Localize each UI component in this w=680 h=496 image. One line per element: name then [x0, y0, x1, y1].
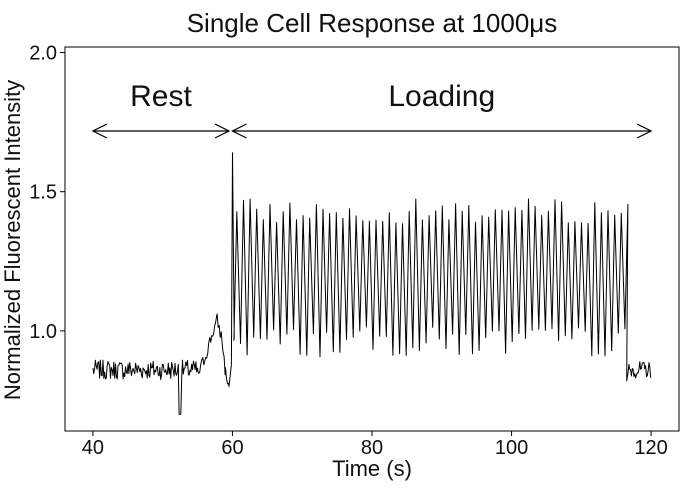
x-axis-label: Time (s) — [332, 456, 412, 481]
rest-arrow-right-head — [214, 123, 231, 139]
y-axis: 1.0 1.5 2.0 — [29, 43, 65, 343]
x-tick-label: 100 — [495, 437, 528, 459]
y-tick-label: 1.5 — [29, 182, 57, 204]
loading-arrow-left-head — [231, 123, 247, 139]
y-axis-label: Normalized Fluorescent Intensity — [0, 80, 25, 400]
rest-label: Rest — [130, 80, 192, 113]
x-tick-label: 80 — [361, 437, 383, 459]
x-axis: 40 60 80 100 120 — [82, 431, 668, 459]
series-layer — [92, 152, 652, 415]
x-tick-label: 60 — [221, 437, 243, 459]
loading-label: Loading — [388, 80, 495, 113]
y-tick-label: 1.0 — [29, 321, 57, 343]
x-tick-label: 120 — [634, 437, 667, 459]
chart-title: Single Cell Response at 1000μs — [187, 8, 558, 38]
annotations: Rest Loading — [91, 80, 653, 139]
rest-arrow-left-head — [91, 123, 108, 139]
fluorescence-trace-line — [92, 152, 652, 415]
x-tick-label: 40 — [82, 437, 104, 459]
y-tick-label: 2.0 — [29, 43, 57, 65]
loading-arrow-right-head — [636, 123, 653, 139]
